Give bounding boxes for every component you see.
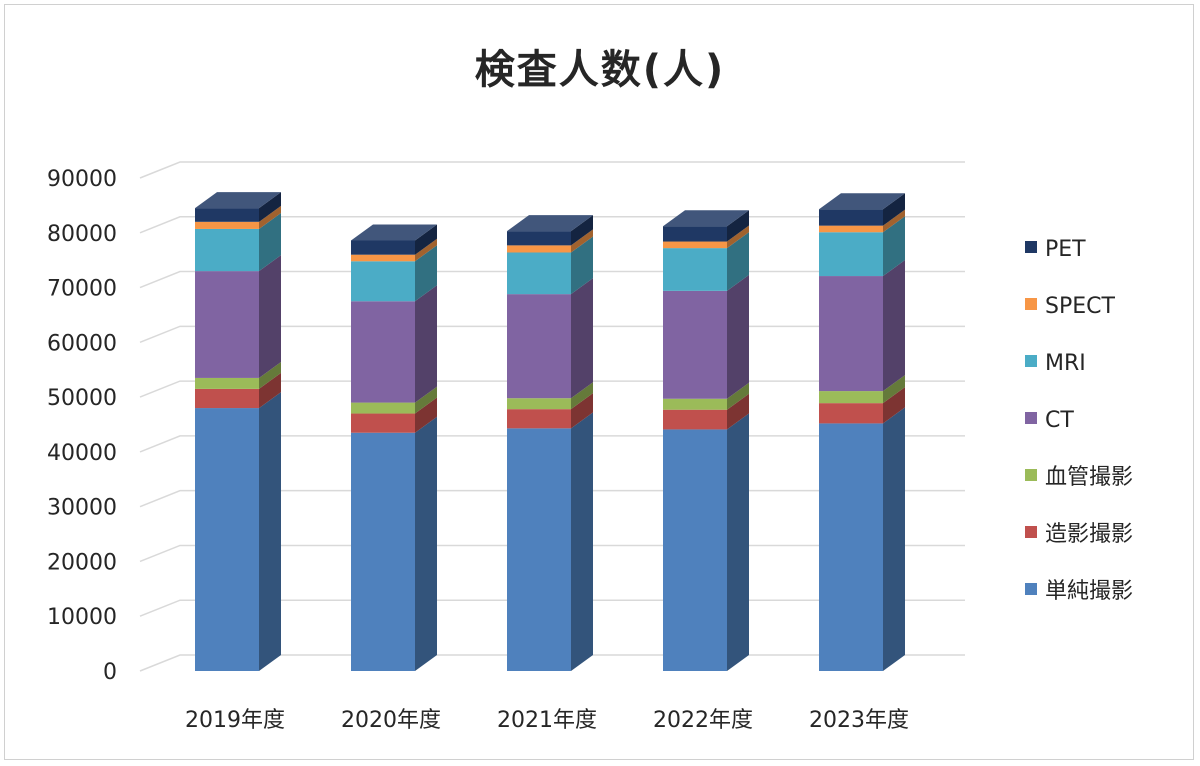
y-tick-label: 50000 (47, 386, 117, 411)
bar-segment (195, 361, 281, 389)
bar-segment (507, 412, 593, 671)
bar-segment (351, 386, 437, 414)
bar-segment (507, 393, 593, 429)
y-tick-label: 70000 (47, 277, 117, 302)
y-tick-label: 90000 (47, 167, 117, 192)
legend-label: 単純撮影 (1045, 579, 1133, 604)
legend-item: PET (1025, 237, 1086, 262)
chart-canvas: 0 10000 20000 30000 40000 50000 60000 70000 8000… (47, 161, 1133, 733)
y-tick-label: 30000 (47, 496, 117, 521)
bar-segment (195, 212, 281, 272)
bar-segment (351, 245, 437, 302)
bars (195, 192, 905, 671)
y-tick-label: 80000 (47, 222, 117, 247)
bar-segment (819, 260, 905, 392)
legend-label: 造影撮影 (1045, 522, 1133, 547)
legend-swatch (1025, 241, 1037, 253)
x-category-label: 2021年度 (497, 708, 597, 733)
bar-segment (819, 209, 905, 233)
bar-segment (663, 413, 749, 671)
bar-segment (663, 225, 749, 249)
bar-segment (663, 274, 749, 399)
y-tick-label: 60000 (47, 331, 117, 356)
bar-segment (351, 224, 437, 255)
legend-swatch (1025, 526, 1037, 538)
bar-segment (195, 205, 281, 229)
bar-segment (819, 407, 905, 671)
legend-swatch (1025, 298, 1037, 310)
y-tick-label: 10000 (47, 605, 117, 630)
bar-top-face (195, 192, 281, 209)
bar-top-face (819, 193, 905, 210)
x-category-label: 2019年度 (185, 708, 285, 733)
legend-item: CT (1025, 408, 1074, 433)
bar-segment (195, 192, 281, 222)
legend-item: 単純撮影 (1025, 579, 1133, 604)
bar-top-face (507, 215, 593, 232)
bar-segment (351, 238, 437, 262)
bar-segment (663, 382, 749, 410)
x-category-label: 2020年度 (341, 708, 441, 733)
bar-segment (819, 216, 905, 277)
axis-labels: 0 10000 20000 30000 40000 50000 60000 70000 8000… (47, 167, 909, 733)
legend-label: CT (1045, 408, 1074, 433)
legend-label: MRI (1045, 351, 1086, 376)
legend-item: MRI (1025, 351, 1086, 376)
legend-item: 造影撮影 (1025, 522, 1133, 547)
x-category-label: 2022年度 (653, 708, 753, 733)
legend-label: SPECT (1045, 294, 1115, 319)
y-tick-label: 40000 (47, 441, 117, 466)
bar-top-face (351, 224, 437, 241)
bar-segment (507, 215, 593, 246)
legend-label: 血管撮影 (1045, 465, 1133, 490)
legend-item: SPECT (1025, 294, 1115, 319)
legend-swatch (1025, 469, 1037, 481)
bar-top-face (663, 210, 749, 227)
legend-swatch (1025, 583, 1037, 595)
legend-item: 血管撮影 (1025, 465, 1133, 490)
bar-segment (195, 392, 281, 671)
y-tick-label: 20000 (47, 550, 117, 575)
bar-segment (507, 236, 593, 295)
bar-segment (195, 255, 281, 378)
bar-segment (351, 285, 437, 403)
bar-segment (507, 382, 593, 410)
legend-label: PET (1045, 237, 1086, 262)
chart-frame: 検査人数(人) 0 10000 20000 30000 40000 50000 60000 7… (4, 4, 1194, 760)
bar-segment (819, 387, 905, 424)
legend-swatch (1025, 355, 1037, 367)
bar-segment (819, 193, 905, 226)
bar-segment (663, 232, 749, 291)
chart-title: 検査人数(人) (474, 47, 726, 93)
x-category-label: 2023年度 (809, 708, 909, 733)
bar-segment (195, 372, 281, 409)
bar-segment (663, 393, 749, 430)
bar-segment (819, 375, 905, 404)
y-tick-label: 0 (103, 660, 117, 685)
bar-segment (507, 229, 593, 253)
bar-segment (351, 416, 437, 671)
gridline (139, 161, 965, 179)
bar-segment (507, 278, 593, 399)
bar-segment (663, 210, 749, 242)
bar-segment (351, 397, 437, 433)
legend-swatch (1025, 412, 1037, 424)
